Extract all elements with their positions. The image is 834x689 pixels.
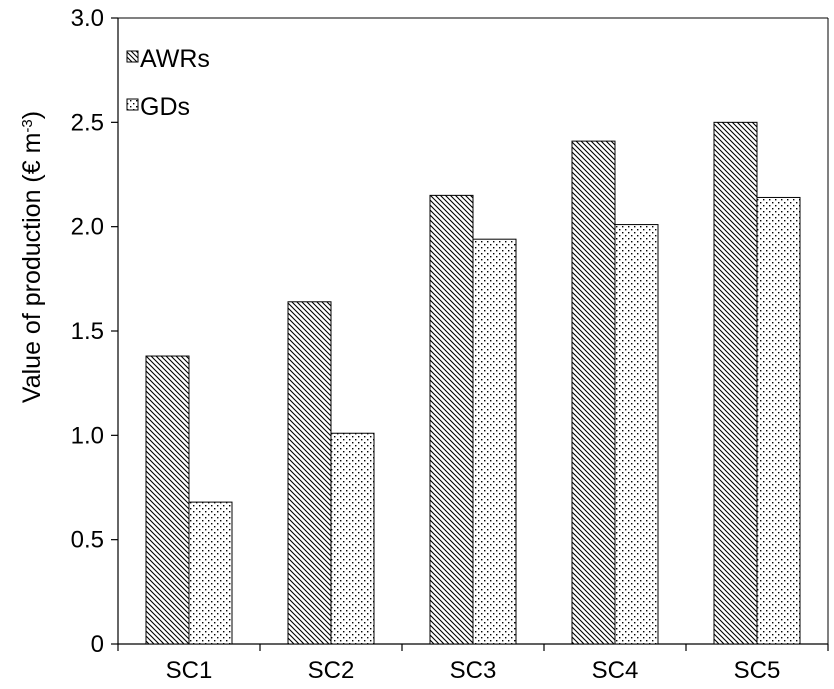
legend-label-gds: GDs xyxy=(140,93,190,121)
bar-awrs-sc3 xyxy=(429,194,474,645)
bars xyxy=(145,121,801,645)
y-axis-label: Value of production (€ m-3) xyxy=(18,111,46,403)
bar-awrs-sc2 xyxy=(287,301,332,645)
bar-gds-sc3 xyxy=(472,238,517,645)
y-tick-label: 0 xyxy=(91,631,104,658)
plot-area xyxy=(118,17,829,644)
x-tick-label: SC1 xyxy=(166,657,213,684)
legend: AWRs GDs xyxy=(126,45,210,121)
x-tick-label: SC4 xyxy=(592,657,639,684)
bar-awrs-sc5 xyxy=(713,121,758,645)
legend-swatch-gds xyxy=(126,98,139,111)
y-tick-label: 1.0 xyxy=(71,422,104,449)
bar-gds-sc5 xyxy=(756,196,801,645)
bar-awrs-sc1 xyxy=(145,355,190,645)
y-tick-label: 2.5 xyxy=(71,109,104,136)
legend-label-awrs: AWRs xyxy=(140,45,210,73)
bar-gds-sc4 xyxy=(614,224,659,645)
y-tick-label: 3.0 xyxy=(71,5,104,32)
bar-gds-sc2 xyxy=(330,432,375,645)
x-tick-label: SC3 xyxy=(450,657,497,684)
y-axis: 0 0.5 1.0 1.5 2.0 2.5 3.0 xyxy=(71,5,119,658)
bar-awrs-sc4 xyxy=(571,140,616,645)
x-axis: SC1 SC2 SC3 SC4 SC5 xyxy=(117,643,829,684)
x-tick-label: SC5 xyxy=(734,657,781,684)
bar-gds-sc1 xyxy=(188,501,233,645)
x-tick-label: SC2 xyxy=(308,657,355,684)
legend-swatch-awrs xyxy=(126,50,139,63)
y-tick-label: 1.5 xyxy=(71,318,104,345)
y-tick-label: 2.0 xyxy=(71,214,104,241)
y-tick-label: 0.5 xyxy=(71,527,104,554)
